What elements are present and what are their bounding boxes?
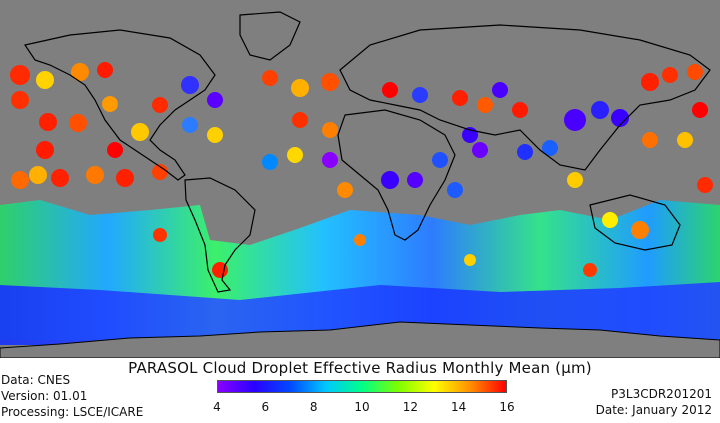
eurasia-outline [339,24,711,171]
cloud-patches [10,62,713,278]
colorbar-tick-12: 12 [402,400,418,414]
south-america-outline [184,177,256,293]
colorbar-tick-8: 8 [309,400,318,414]
date-label: Date: January 2012 [595,403,712,417]
continent-outlines [24,11,711,293]
colorbar-tick-6: 6 [261,400,270,414]
colorbar-tick-14: 14 [451,400,467,414]
colorbar [217,380,507,393]
map-footer: PARASOL Cloud Droplet Effective Radius M… [0,358,720,423]
processing-label: Processing: LSCE/ICARE [1,405,144,419]
product-id-label: P3L3CDR201201 [611,387,712,401]
antarctica-outline [0,321,720,358]
australia-outline [589,194,681,251]
colorbar-tick-10: 10 [354,400,370,414]
data-source-label: Data: CNES [1,373,71,387]
africa-outline [337,109,456,241]
cloud-droplet-radius-map [0,0,720,358]
north-america-outline [24,29,216,181]
greenland-outline [239,11,301,61]
metadata-right: P3L3CDR201201 Date: January 2012 [596,386,712,418]
colorbar-tick-16: 16 [499,400,515,414]
version-label: Version: 01.01 [1,389,88,403]
metadata-left: Data: CNES Version: 01.01 Processing: LS… [1,372,143,420]
map-title: PARASOL Cloud Droplet Effective Radius M… [128,359,592,377]
colorbar-tick-4: 4 [213,400,221,414]
